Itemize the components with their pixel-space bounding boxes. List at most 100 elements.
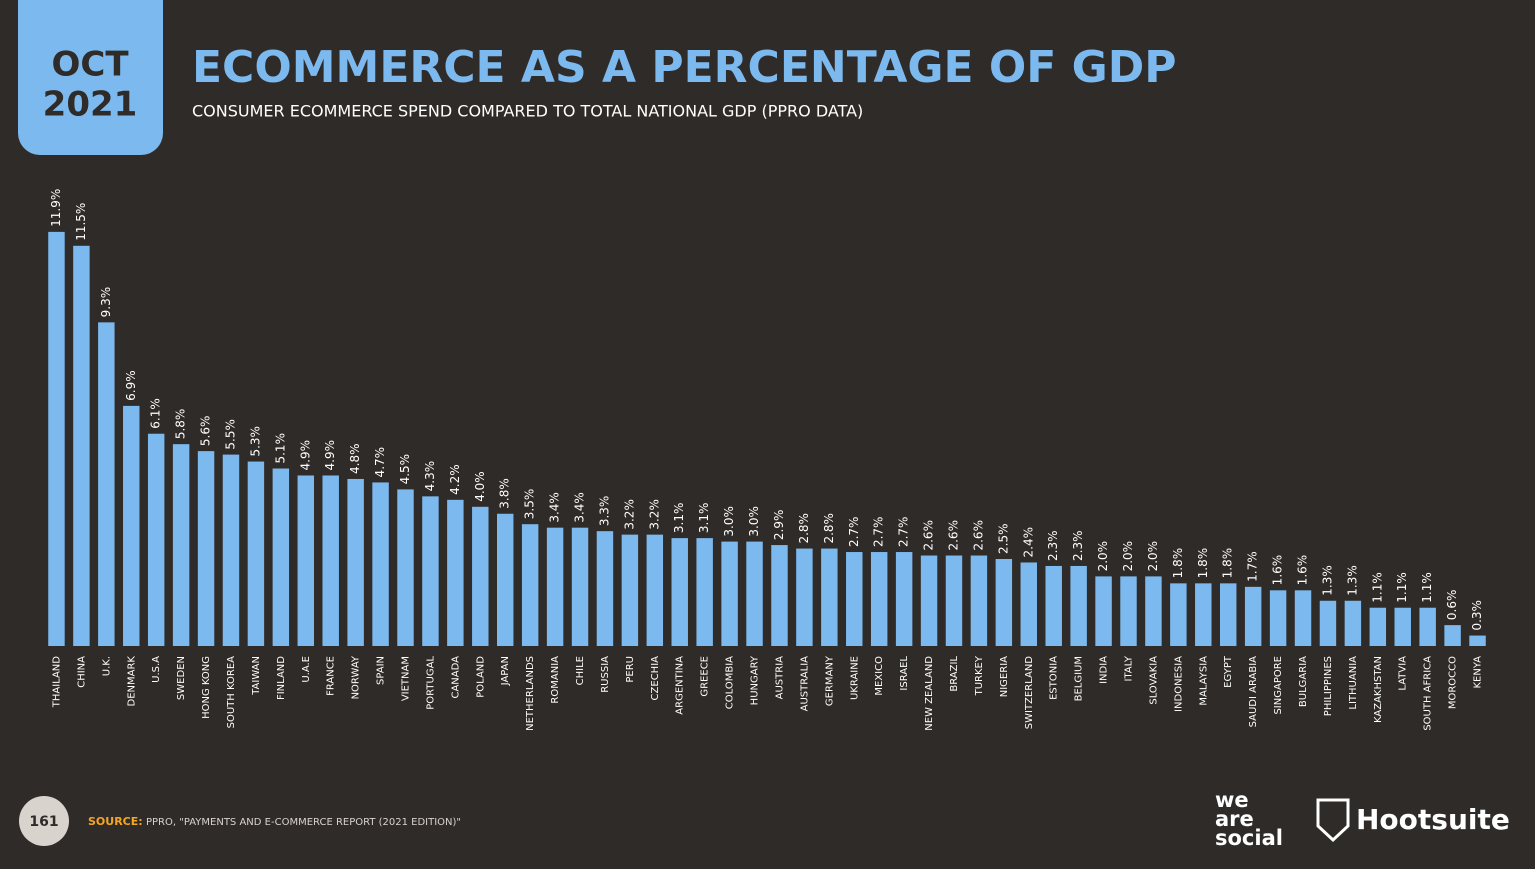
- x-tick-label: BULGARIA: [1298, 656, 1309, 707]
- bar: [945, 555, 963, 646]
- value-label: 2.7%: [847, 517, 861, 548]
- bar: [1269, 590, 1287, 646]
- value-label: 2.3%: [1071, 530, 1085, 561]
- x-tick-label: MALAYSIA: [1198, 656, 1209, 706]
- x-tick-label: TURKEY: [974, 655, 985, 696]
- logo-text: we: [1215, 788, 1249, 812]
- x-tick-label: SPAIN: [376, 656, 387, 685]
- x-tick-label: FRANCE: [326, 656, 337, 696]
- x-tick-label: MOROCCO: [1448, 656, 1459, 709]
- value-label: 1.1%: [1370, 572, 1384, 603]
- value-label: 2.7%: [872, 517, 886, 548]
- bar: [1444, 625, 1461, 646]
- bar: [1120, 576, 1137, 646]
- x-tick-label: NORWAY: [351, 655, 362, 699]
- bar: [821, 548, 838, 646]
- value-label: 3.8%: [498, 478, 512, 509]
- x-tick-label: UKRAINE: [849, 656, 860, 700]
- badge-year: 2021: [43, 85, 138, 125]
- value-label: 2.3%: [1046, 530, 1060, 561]
- x-tick-label: KENYA: [1473, 656, 1484, 689]
- x-tick-label: SWEDEN: [176, 656, 187, 700]
- x-tick-label: CZECHIA: [650, 656, 661, 701]
- value-label: 4.0%: [473, 471, 487, 502]
- bar: [646, 534, 664, 646]
- bar: [496, 513, 514, 646]
- bar: [98, 322, 115, 646]
- value-label: 11.5%: [74, 203, 88, 241]
- value-label: 3.2%: [647, 499, 661, 530]
- logo-text: Hootsuite: [1356, 803, 1510, 836]
- x-tick-label: KAZAKHSTAN: [1373, 656, 1384, 723]
- bar: [970, 555, 988, 646]
- x-tick-label: MEXICO: [874, 656, 885, 696]
- hootsuite-icon: [1316, 798, 1350, 843]
- value-label: 1.3%: [1320, 565, 1334, 596]
- value-label: 3.4%: [548, 492, 562, 523]
- value-label: 1.3%: [1345, 565, 1359, 596]
- bar: [1045, 565, 1062, 646]
- bar: [347, 478, 364, 646]
- bar: [1394, 607, 1411, 646]
- bar: [721, 541, 738, 646]
- value-label: 0.6%: [1445, 590, 1459, 621]
- x-tick-label: GREECE: [700, 656, 711, 697]
- bar: [870, 552, 888, 646]
- value-label: 3.1%: [672, 503, 686, 534]
- value-label: 2.5%: [996, 524, 1010, 555]
- value-label: 2.7%: [897, 517, 911, 548]
- x-tick-label: ARGENTINA: [675, 656, 686, 715]
- x-tick-label: HUNGARY: [750, 655, 761, 705]
- x-tick-label: ITALY: [1124, 655, 1135, 681]
- bar: [1369, 607, 1387, 646]
- bar: [1145, 576, 1162, 646]
- value-label: 1.8%: [1171, 548, 1185, 579]
- value-label: 5.1%: [273, 433, 287, 464]
- value-label: 2.6%: [971, 520, 985, 551]
- x-tick-label: ISRAEL: [899, 656, 910, 691]
- bar: [1344, 600, 1362, 646]
- bar: [1195, 583, 1212, 646]
- x-tick-label: U.K.: [101, 656, 112, 676]
- page-number: 161: [29, 814, 58, 830]
- bar: [521, 524, 539, 646]
- value-label: 2.0%: [1121, 541, 1135, 572]
- bar: [571, 527, 589, 646]
- value-label: 2.4%: [1021, 527, 1035, 558]
- value-label: 3.0%: [747, 506, 761, 537]
- value-label: 2.0%: [1096, 541, 1110, 572]
- value-label: 3.3%: [597, 496, 611, 527]
- x-tick-label: CHILE: [575, 656, 586, 685]
- bar: [1095, 576, 1112, 646]
- value-label: 9.3%: [99, 287, 113, 318]
- bar: [372, 482, 389, 646]
- value-label: 0.3%: [1470, 600, 1484, 631]
- x-tick-label: BELGIUM: [1074, 656, 1085, 701]
- x-tick-label: GERMANY: [824, 655, 835, 706]
- x-tick-label: THAILAND: [51, 656, 62, 709]
- bar: [172, 444, 190, 646]
- bar: [48, 231, 65, 646]
- x-tick-label: BRAZIL: [949, 656, 960, 692]
- bar: [1020, 562, 1038, 646]
- x-tick-label: NEW ZEALAND: [924, 656, 935, 731]
- value-label: 3.2%: [622, 499, 636, 530]
- bar: [596, 531, 614, 646]
- value-label: 1.8%: [1221, 548, 1235, 579]
- x-tick-label: SOUTH AFRICA: [1423, 656, 1434, 731]
- value-label: 4.5%: [398, 454, 412, 485]
- value-label: 3.0%: [722, 506, 736, 537]
- badge: [18, 0, 163, 155]
- x-tick-label: POLAND: [475, 656, 486, 698]
- value-label: 2.0%: [1146, 541, 1160, 572]
- x-tick-label: COLOMBIA: [725, 656, 736, 709]
- value-label: 5.3%: [248, 426, 262, 457]
- bar: [1170, 583, 1187, 646]
- value-label: 4.7%: [373, 447, 387, 478]
- value-label: 6.9%: [124, 370, 138, 401]
- value-label: 6.1%: [149, 398, 163, 429]
- x-tick-label: LITHUANIA: [1348, 656, 1359, 710]
- value-label: 4.2%: [448, 464, 462, 495]
- logo-text: social: [1215, 826, 1283, 850]
